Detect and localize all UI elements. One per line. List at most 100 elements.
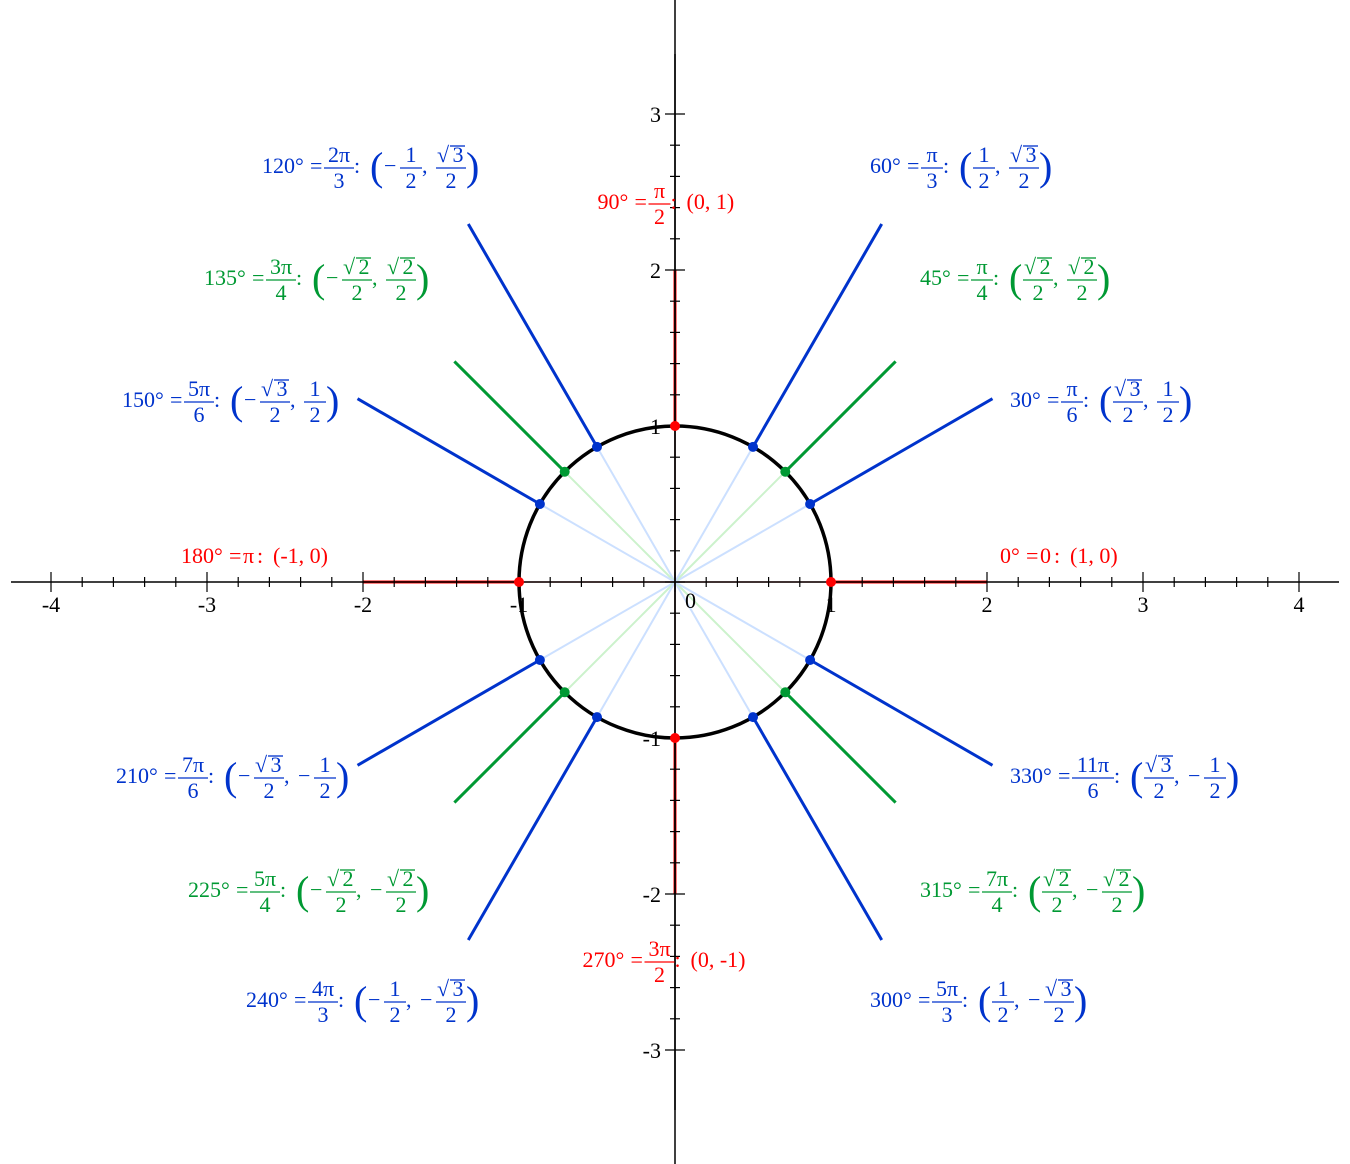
svg-text:): ) <box>416 868 429 913</box>
svg-text:2: 2 <box>1052 892 1063 917</box>
svg-text:2: 2 <box>979 168 990 193</box>
svg-text:2: 2 <box>1112 892 1123 917</box>
svg-text:300°: 300° <box>870 987 912 1012</box>
svg-text:√: √ <box>1010 142 1023 167</box>
svg-text:-2: -2 <box>643 882 661 907</box>
svg-text:3: 3 <box>318 1002 329 1027</box>
svg-text:2: 2 <box>1210 778 1221 803</box>
svg-text:(: ( <box>230 378 243 423</box>
svg-text::: : <box>296 265 302 290</box>
svg-text:√: √ <box>1045 976 1058 1001</box>
svg-text:(: ( <box>978 978 991 1023</box>
svg-text:2: 2 <box>1123 402 1134 427</box>
svg-text:√: √ <box>1024 254 1037 279</box>
svg-text:2: 2 <box>396 892 407 917</box>
svg-text:(1, 0): (1, 0) <box>1070 543 1118 568</box>
svg-text:−: − <box>310 877 322 902</box>
svg-text:(: ( <box>1009 256 1022 301</box>
svg-text:3: 3 <box>453 976 464 1001</box>
svg-text:√: √ <box>1103 866 1116 891</box>
svg-text:2: 2 <box>654 204 665 229</box>
svg-text:3: 3 <box>942 1002 953 1027</box>
svg-text:6: 6 <box>1088 778 1099 803</box>
svg-text:7π: 7π <box>986 866 1008 891</box>
svg-text:): ) <box>416 256 429 301</box>
svg-text:90°: 90° <box>598 189 629 214</box>
svg-text:3: 3 <box>1026 142 1037 167</box>
svg-text:=: = <box>1026 543 1038 568</box>
svg-text:2: 2 <box>1077 280 1088 305</box>
svg-text:1: 1 <box>998 976 1009 1001</box>
svg-text:3: 3 <box>1138 592 1149 617</box>
svg-text:2: 2 <box>359 254 370 279</box>
svg-text:=: = <box>252 265 264 290</box>
svg-text:2: 2 <box>654 962 665 987</box>
svg-text:): ) <box>1226 754 1239 799</box>
svg-text:4: 4 <box>992 892 1003 917</box>
svg-text:√: √ <box>437 142 450 167</box>
svg-text:√: √ <box>1068 254 1081 279</box>
svg-text:=: = <box>957 265 969 290</box>
svg-text:=: = <box>310 153 322 178</box>
svg-text:2: 2 <box>1019 168 1030 193</box>
svg-text:√: √ <box>387 254 400 279</box>
unit-circle-diagram: -4-3-2-101234-3-2-11230°=0:(1, 0)30°=π6:… <box>0 0 1350 1164</box>
svg-text:5π: 5π <box>254 866 276 891</box>
svg-text:4: 4 <box>276 280 287 305</box>
svg-text:−: − <box>368 987 380 1012</box>
svg-text:π: π <box>1066 376 1077 401</box>
svg-text:45°: 45° <box>920 265 951 290</box>
svg-text:,: , <box>284 763 290 788</box>
svg-text::: : <box>675 947 681 972</box>
svg-text:,: , <box>356 877 362 902</box>
svg-text:5π: 5π <box>936 976 958 1001</box>
svg-text:(: ( <box>1130 754 1143 799</box>
svg-text:1: 1 <box>320 752 331 777</box>
svg-text:−: − <box>420 987 432 1012</box>
svg-text:): ) <box>1132 868 1145 913</box>
svg-text:1: 1 <box>1163 376 1174 401</box>
svg-text:30°: 30° <box>1010 387 1041 412</box>
svg-text:π: π <box>926 142 937 167</box>
svg-text:3π: 3π <box>270 254 292 279</box>
svg-text:225°: 225° <box>188 877 230 902</box>
svg-text:180°: 180° <box>181 543 223 568</box>
svg-text:√: √ <box>1043 866 1056 891</box>
svg-text:π: π <box>243 543 254 568</box>
svg-text:2: 2 <box>1054 1002 1065 1027</box>
svg-text:3: 3 <box>1061 976 1072 1001</box>
svg-text:4: 4 <box>1294 592 1305 617</box>
svg-text:2: 2 <box>343 866 354 891</box>
svg-text:=: = <box>294 987 306 1012</box>
svg-text:6: 6 <box>1067 402 1078 427</box>
svg-text:√: √ <box>255 752 268 777</box>
svg-text:6: 6 <box>188 778 199 803</box>
svg-text:): ) <box>1097 256 1110 301</box>
svg-text:−: − <box>1028 987 1040 1012</box>
svg-text:120°: 120° <box>262 153 304 178</box>
svg-text:-4: -4 <box>42 592 60 617</box>
svg-text::: : <box>1054 543 1060 568</box>
svg-text:,: , <box>372 265 378 290</box>
svg-text:3: 3 <box>1161 752 1172 777</box>
svg-text:,: , <box>995 153 1001 178</box>
svg-text:2: 2 <box>998 1002 1009 1027</box>
svg-text:2: 2 <box>352 280 363 305</box>
svg-text:2: 2 <box>1084 254 1095 279</box>
svg-text::: : <box>1114 763 1120 788</box>
svg-text:): ) <box>1179 378 1192 423</box>
svg-text:π: π <box>654 178 665 203</box>
svg-text:,: , <box>1053 265 1059 290</box>
svg-text:=: = <box>907 153 919 178</box>
svg-text:(0, 1): (0, 1) <box>687 189 735 214</box>
svg-text:): ) <box>1074 978 1087 1023</box>
svg-text:,: , <box>1143 387 1149 412</box>
svg-text:270°: 270° <box>583 947 625 972</box>
svg-text:,: , <box>290 387 296 412</box>
svg-text:3: 3 <box>1130 376 1141 401</box>
svg-text::: : <box>354 153 360 178</box>
svg-text:(: ( <box>224 754 237 799</box>
svg-text:,: , <box>1014 987 1020 1012</box>
svg-text:,: , <box>1174 763 1180 788</box>
svg-text:=: = <box>229 543 241 568</box>
